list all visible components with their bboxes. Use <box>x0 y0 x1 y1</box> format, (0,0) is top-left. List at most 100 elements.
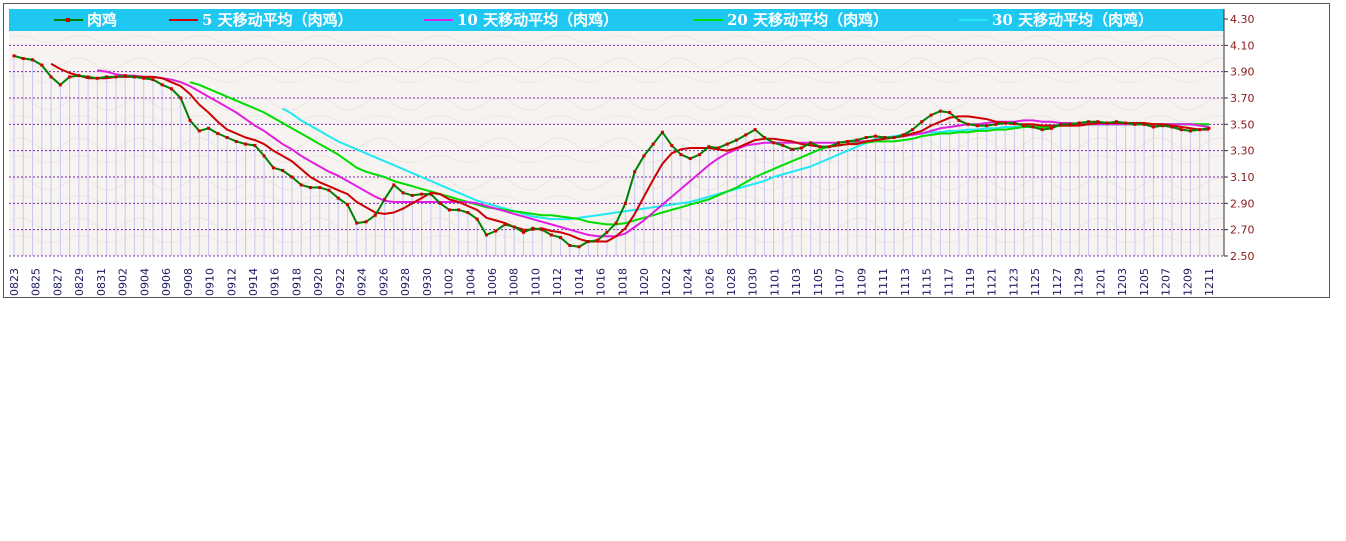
data-point <box>12 54 16 58</box>
data-point <box>40 63 44 67</box>
data-point <box>1179 128 1183 132</box>
data-point <box>503 222 507 226</box>
x-tick-label: 1209 <box>1181 268 1194 296</box>
data-point <box>679 153 683 157</box>
data-point <box>911 128 915 132</box>
data-point <box>874 134 878 138</box>
x-tick-label: 0831 <box>95 268 108 296</box>
data-point <box>864 136 868 139</box>
x-tick-label: 0823 <box>8 268 21 296</box>
data-point <box>809 141 813 145</box>
data-point <box>1188 129 1192 133</box>
x-tick-label: 1115 <box>921 268 934 296</box>
y-tick-label: 2.90 <box>1230 197 1255 210</box>
x-tick-label: 0924 <box>356 268 369 296</box>
data-point <box>327 188 331 192</box>
x-tick-label: 0904 <box>138 268 151 296</box>
data-point <box>883 136 887 139</box>
data-point <box>688 157 692 161</box>
data-point <box>559 236 563 240</box>
data-point <box>299 183 303 187</box>
data-point <box>281 168 285 172</box>
data-point <box>494 229 498 233</box>
data-point <box>1012 121 1016 125</box>
data-point <box>68 75 72 79</box>
data-point <box>1170 125 1174 129</box>
x-tick-label: 0829 <box>73 268 86 296</box>
data-point <box>1068 122 1072 126</box>
chart-frame: 肉鸡 5 天移动平均（肉鸡） 10 天移动平均（肉鸡） 20 天移动平均（肉鸡） 30 … <box>3 3 1330 298</box>
x-tick-label: 1123 <box>1007 268 1020 296</box>
data-point <box>392 183 396 187</box>
data-point <box>383 197 387 201</box>
x-tick-label: 1010 <box>529 268 542 296</box>
data-point <box>271 166 275 170</box>
data-point <box>975 124 979 128</box>
data-point <box>31 58 35 62</box>
data-point <box>790 147 794 151</box>
data-point <box>1133 122 1137 126</box>
data-point <box>225 136 229 139</box>
x-tick-label: 1103 <box>790 268 803 296</box>
data-point <box>345 203 349 207</box>
data-point <box>521 230 525 234</box>
data-point <box>1142 122 1146 126</box>
x-tick-label: 1101 <box>768 268 781 296</box>
x-tick-label: 0827 <box>51 268 64 296</box>
data-point <box>938 109 942 113</box>
data-point <box>410 193 414 197</box>
x-tick-label: 1207 <box>1160 268 1173 296</box>
x-tick-label: 0910 <box>204 268 217 296</box>
data-point <box>716 146 720 150</box>
x-tick-label: 0825 <box>30 268 43 296</box>
data-point <box>132 75 136 79</box>
data-point <box>1114 120 1118 124</box>
x-tick-label: 0928 <box>399 268 412 296</box>
y-tick-label: 2.50 <box>1230 250 1255 263</box>
data-point <box>901 133 905 137</box>
data-point <box>216 132 220 136</box>
data-point <box>836 141 840 145</box>
data-point <box>160 83 164 87</box>
data-point <box>262 154 266 158</box>
data-point <box>735 138 739 142</box>
data-point <box>1003 121 1007 125</box>
data-point <box>753 128 757 132</box>
data-point <box>1151 125 1155 129</box>
y-tick-label: 3.10 <box>1230 171 1255 184</box>
data-point <box>540 228 544 232</box>
x-tick-label: 1028 <box>725 268 738 296</box>
x-tick-label: 1018 <box>616 268 629 296</box>
x-tick-label: 1119 <box>964 268 977 296</box>
data-point <box>855 138 859 142</box>
x-tick-label: 1205 <box>1138 268 1151 296</box>
data-point <box>234 139 238 143</box>
x-tick-label: 0912 <box>225 268 238 296</box>
x-tick-label: 0902 <box>117 268 130 296</box>
series-line <box>97 69 1210 238</box>
data-point <box>818 145 822 149</box>
y-tick-label: 2.70 <box>1230 224 1255 237</box>
data-point <box>827 145 831 149</box>
data-point <box>484 233 488 237</box>
data-point <box>744 133 748 137</box>
data-point <box>364 220 368 224</box>
data-point <box>725 142 729 146</box>
x-tick-label: 1004 <box>464 268 477 296</box>
data-point <box>596 238 600 242</box>
x-tick-label: 1105 <box>812 268 825 296</box>
data-point <box>188 118 192 122</box>
y-tick-label: 3.90 <box>1230 66 1255 79</box>
legend-background <box>9 9 1224 31</box>
data-point <box>49 75 53 79</box>
x-tick-label: 0920 <box>312 268 325 296</box>
x-tick-label: 1109 <box>855 268 868 296</box>
data-point <box>457 208 461 212</box>
data-point <box>929 113 933 117</box>
data-point <box>892 136 896 139</box>
data-point <box>772 141 776 145</box>
data-point <box>670 143 674 147</box>
data-point <box>373 213 377 217</box>
data-point <box>633 170 637 174</box>
data-point <box>1105 121 1109 125</box>
